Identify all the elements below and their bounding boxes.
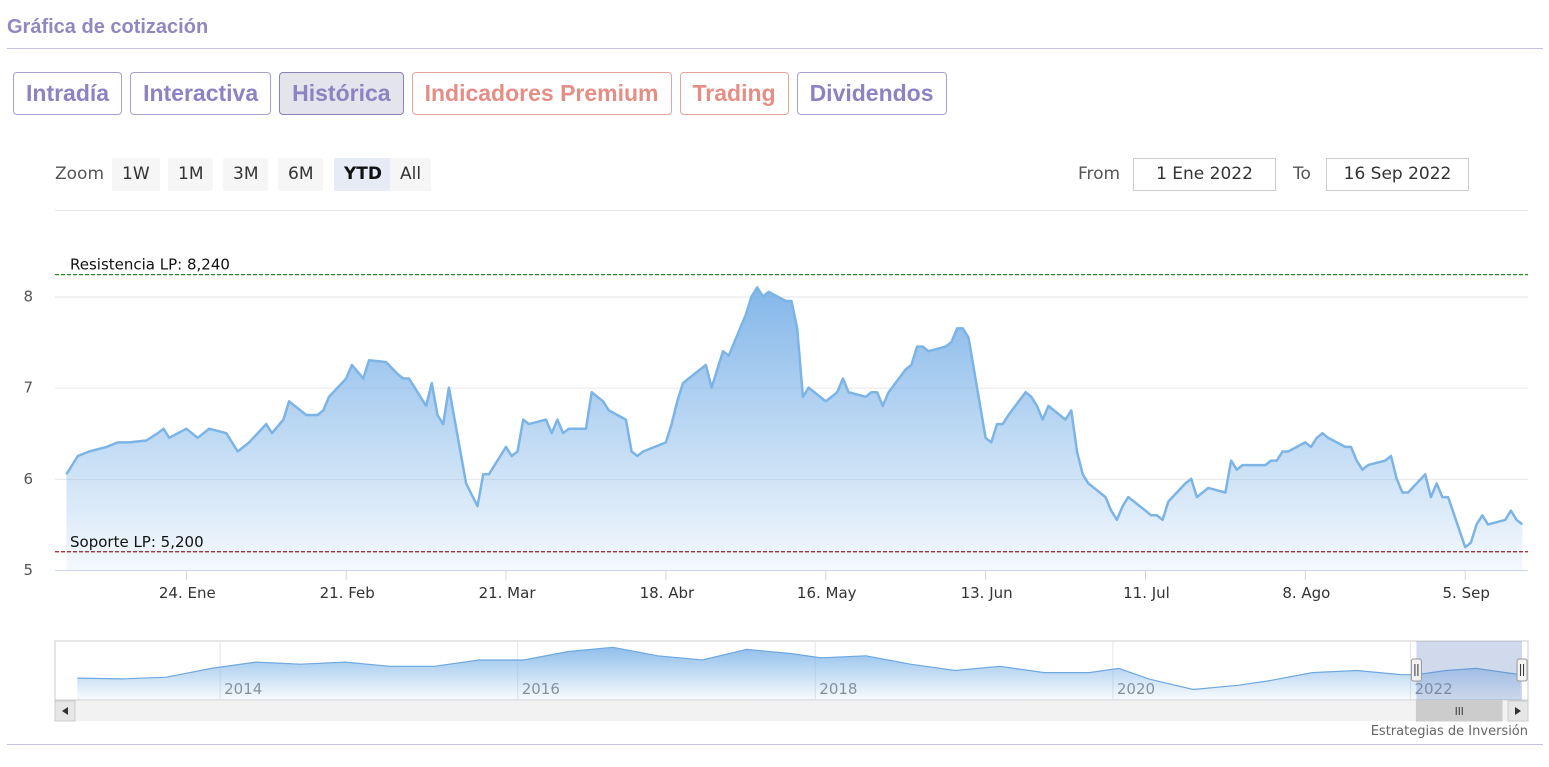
tab-trading[interactable]: Trading — [679, 72, 789, 115]
y-tick-label: 6 — [23, 470, 33, 488]
y-tick-label: 8 — [23, 287, 33, 305]
x-tick-label: 13. Jun — [961, 584, 1013, 602]
bottom-divider — [7, 744, 1543, 745]
x-tick-label: 8. Ago — [1282, 584, 1330, 602]
tab-interactiva[interactable]: Interactiva — [130, 72, 272, 115]
y-tick-label: 5 — [23, 561, 33, 579]
tab-histórica[interactable]: Histórica — [279, 72, 404, 115]
x-tick-label: 24. Ene — [159, 584, 216, 602]
navigator-selection — [1416, 641, 1523, 700]
support-label: Soporte LP: 5,200 — [70, 533, 204, 551]
navigator-left-handle[interactable] — [1410, 658, 1422, 682]
scrollbar-track — [55, 701, 1528, 721]
zoom-1w-button[interactable]: 1W — [112, 158, 160, 191]
x-tick-label: 5. Sep — [1443, 584, 1490, 602]
zoom-1m-button[interactable]: 1M — [168, 158, 214, 191]
from-label: From — [1078, 164, 1121, 184]
chart-credit[interactable]: Estrategias de Inversión — [1370, 724, 1528, 739]
from-date-input[interactable]: 1 Ene 2022 — [1133, 158, 1276, 191]
range-selector-divider — [55, 210, 1528, 211]
x-tick-label: 16. May — [797, 584, 857, 602]
chevron-left-icon — [62, 707, 68, 715]
zoom-ytd-button[interactable]: YTD — [334, 158, 393, 191]
navigator-right-handle[interactable] — [1516, 658, 1528, 682]
resistance-label: Resistencia LP: 8,240 — [70, 256, 230, 274]
tab-dividendos[interactable]: Dividendos — [796, 72, 947, 115]
x-tick-label: 21. Feb — [320, 584, 375, 602]
y-tick-label: 7 — [23, 379, 33, 397]
to-date-input[interactable]: 16 Sep 2022 — [1326, 158, 1469, 191]
price-area — [66, 287, 1523, 570]
title-divider — [7, 48, 1543, 49]
chevron-right-icon — [1515, 707, 1521, 715]
navigator-line — [77, 646, 1521, 691]
zoom-all-button[interactable]: All — [390, 158, 432, 191]
tab-indicadores-premium[interactable]: Indicadores Premium — [411, 72, 672, 115]
zoom-3m-button[interactable]: 3M — [223, 158, 269, 191]
x-tick-label: 18. Abr — [640, 584, 695, 602]
zoom-label: Zoom — [55, 164, 105, 184]
page-title: Gráfica de cotización — [7, 16, 209, 38]
navigator-area — [77, 647, 1521, 700]
price-line — [65, 286, 1524, 549]
tab-intradía[interactable]: Intradía — [13, 72, 123, 115]
zoom-6m-button[interactable]: 6M — [278, 158, 324, 191]
to-label: To — [1293, 164, 1311, 184]
chart-tabs: Intradía Interactiva Histórica Indicadores … — [13, 72, 947, 115]
x-tick-label: 11. Jul — [1123, 584, 1170, 602]
x-tick-label: 21. Mar — [479, 584, 537, 602]
